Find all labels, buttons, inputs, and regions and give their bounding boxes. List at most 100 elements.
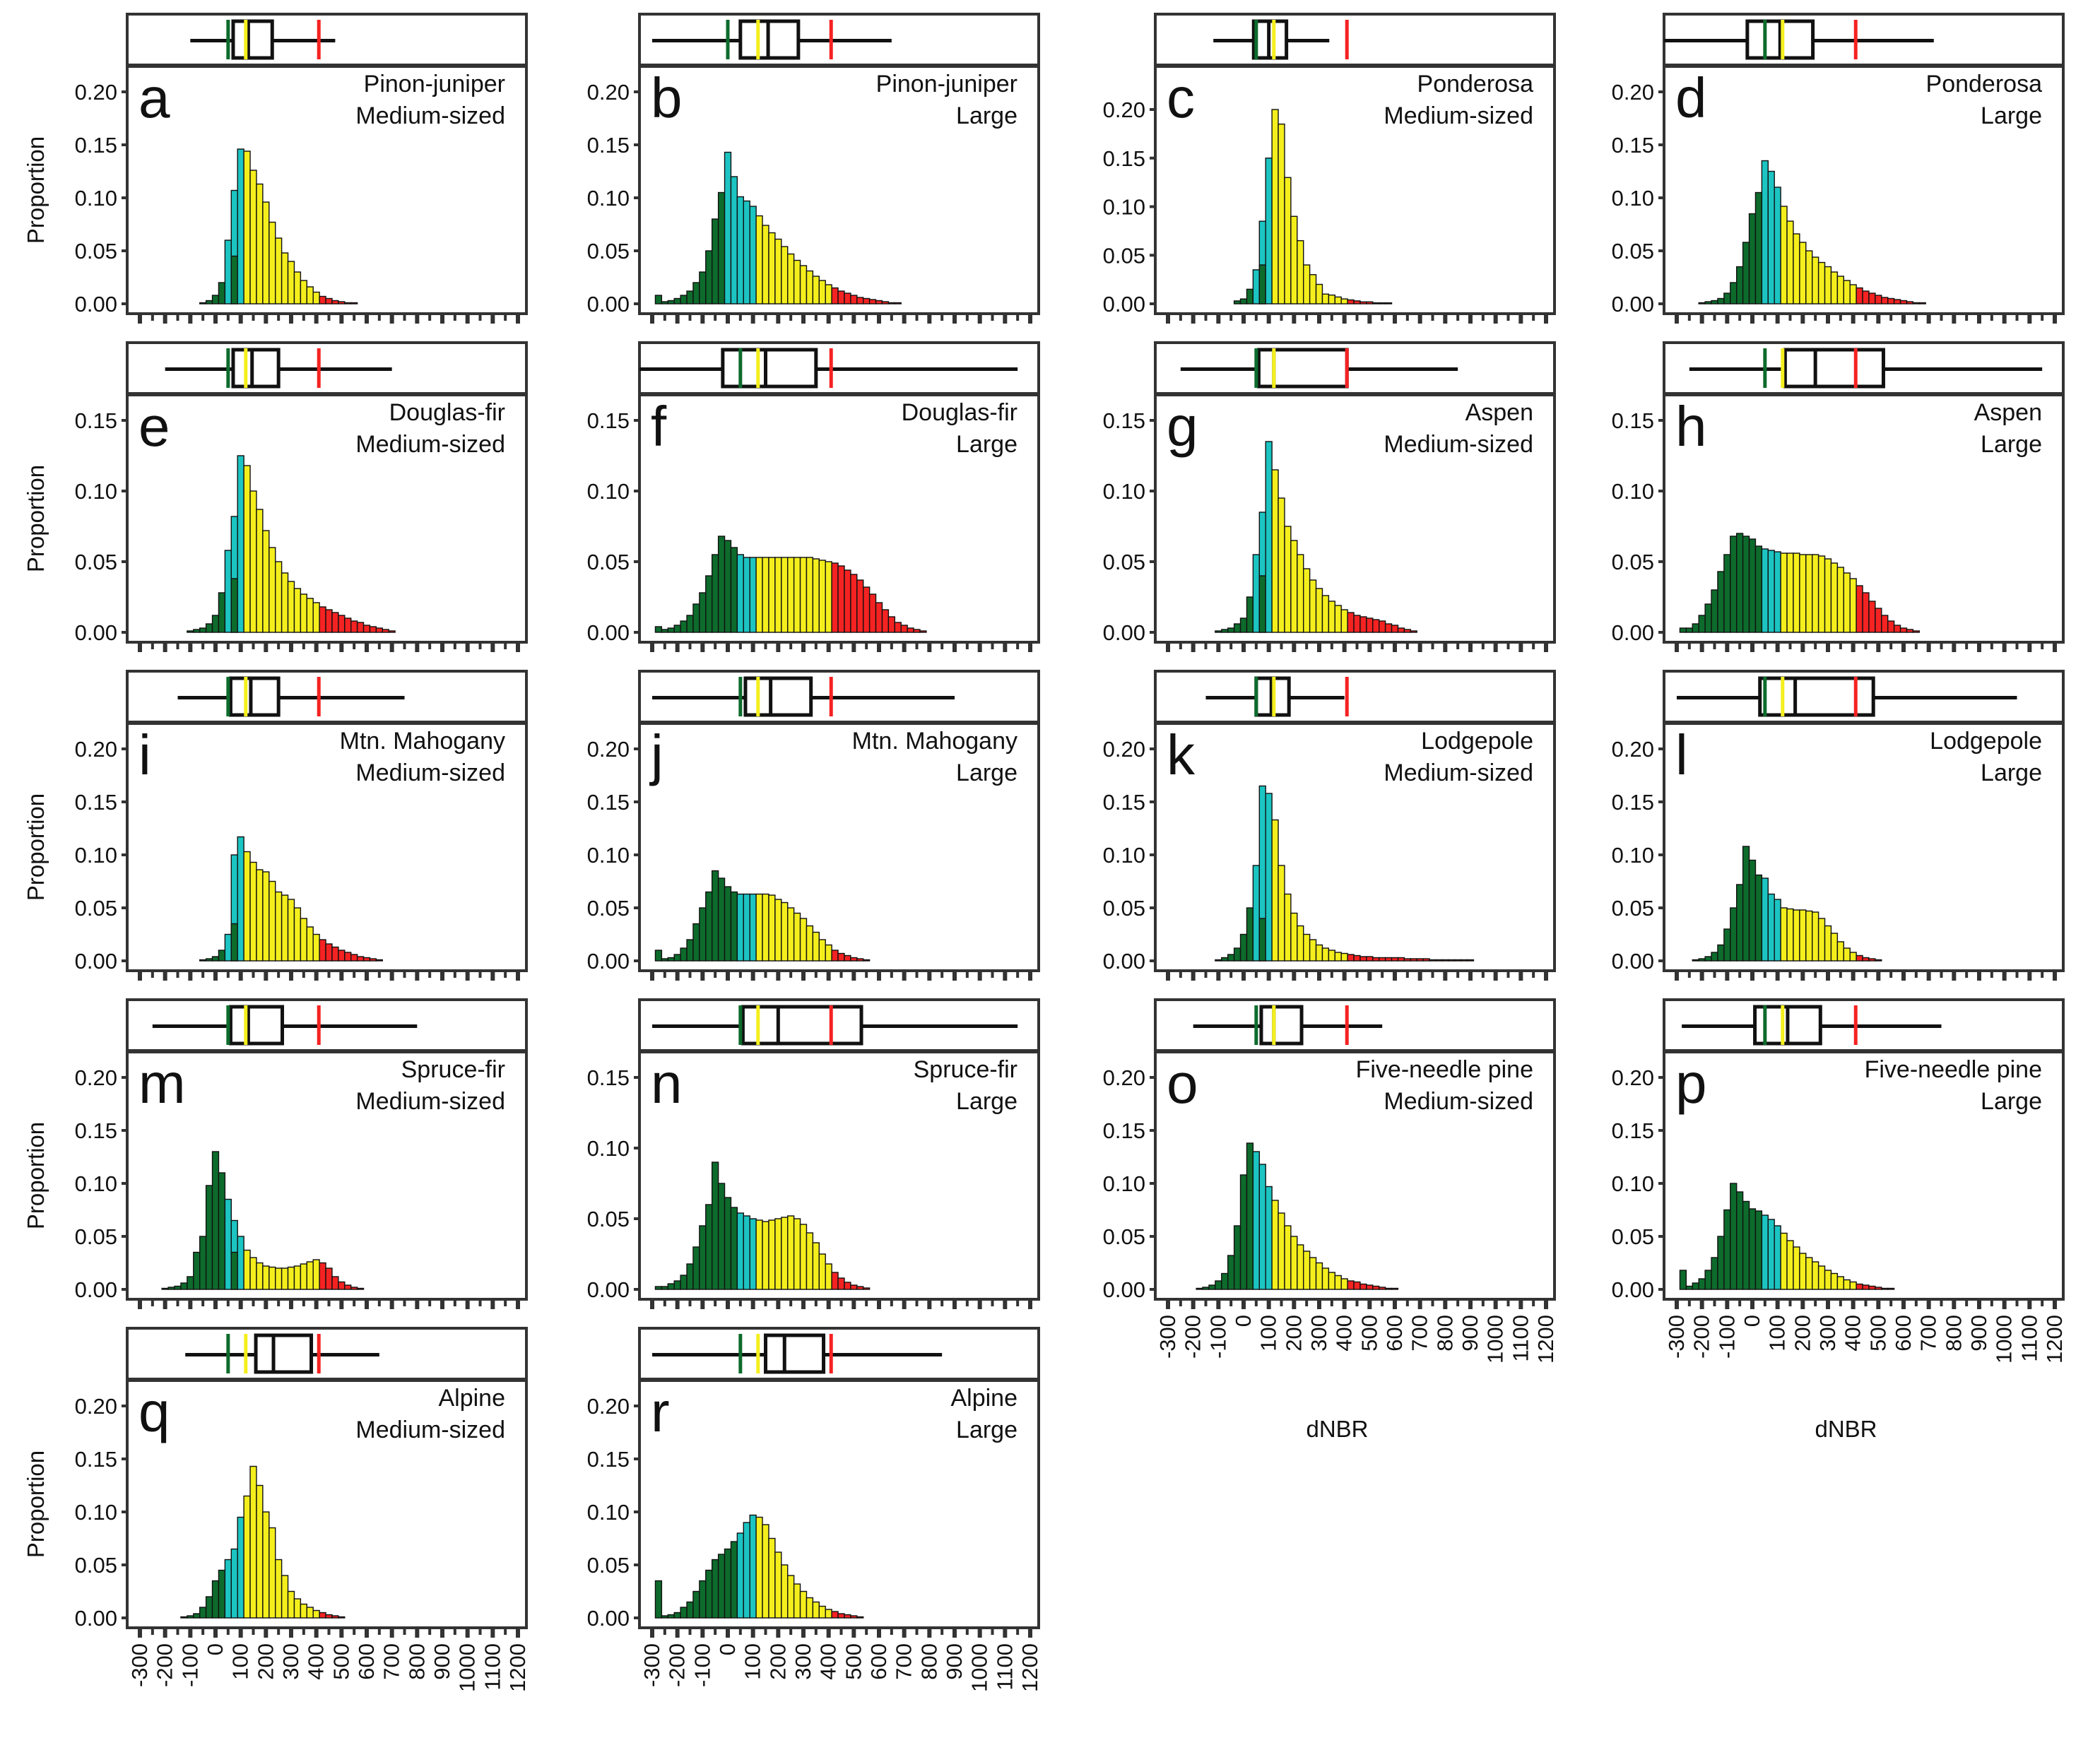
y-tick-label: 0.15 — [75, 408, 117, 433]
histogram-bar — [1252, 269, 1260, 305]
iqr-box — [764, 1333, 826, 1374]
y-tick-label: 0.10 — [587, 1500, 630, 1525]
histogram-bar — [243, 465, 251, 633]
histogram-bar — [1379, 302, 1386, 305]
histogram-bar — [1384, 623, 1393, 633]
histogram-bar — [1717, 1236, 1725, 1290]
y-tick-label: 0.00 — [1103, 1277, 1145, 1302]
panel-title-line: Douglas-fir — [902, 399, 1017, 426]
histogram-bar — [1309, 1257, 1317, 1290]
histogram-bar — [1730, 536, 1738, 633]
histogram-bar — [762, 225, 769, 305]
histogram-bar — [831, 562, 839, 633]
histogram-bar — [1353, 615, 1361, 633]
y-tick-label: 0.15 — [75, 1447, 117, 1472]
histogram-bar — [1736, 266, 1744, 305]
y-tick-label: 0.20 — [587, 80, 630, 105]
histogram-bar — [224, 933, 232, 962]
panel-letter: l — [1675, 723, 1688, 786]
histogram-bar — [1315, 944, 1323, 962]
histogram-bar — [300, 593, 307, 633]
histogram-bar — [1221, 957, 1229, 962]
x-axis-label: dNBR — [1815, 1416, 1877, 1442]
histogram-bar — [1704, 603, 1712, 633]
histogram-bar — [755, 893, 763, 962]
histogram-bar — [1391, 1287, 1399, 1290]
histogram-bar — [193, 629, 201, 633]
histogram-bar — [1692, 623, 1699, 633]
histogram-bar — [338, 301, 346, 305]
iqr-box — [231, 19, 274, 60]
x-tick-label: -200 — [665, 1643, 690, 1687]
histogram-bar — [806, 1232, 814, 1290]
histogram-bar — [306, 286, 314, 305]
y-tick-label: 0.10 — [1612, 186, 1654, 211]
histogram-bar — [1786, 220, 1794, 305]
y-tick-label: 0.05 — [587, 239, 630, 264]
histogram-bar — [1246, 288, 1254, 305]
histogram-bar — [736, 196, 744, 305]
histogram-bar — [300, 918, 307, 962]
histogram-bar — [881, 301, 890, 305]
histogram-bar — [205, 1596, 213, 1619]
y-tick-label: 0.05 — [1612, 550, 1654, 574]
histogram-bar — [818, 560, 826, 633]
y-tick-label: 0.15 — [1612, 408, 1654, 433]
histogram-bar — [1309, 274, 1317, 305]
histogram-bar — [388, 630, 396, 633]
histogram-bar — [818, 280, 826, 305]
histogram-bar — [1774, 1225, 1781, 1290]
histogram-bar — [319, 939, 326, 962]
histogram-bar — [768, 232, 776, 305]
y-tick-label: 0.05 — [75, 896, 117, 921]
histogram-bar — [1704, 1270, 1712, 1290]
panel-title-line: Five-needle pine — [1356, 1056, 1533, 1083]
histogram-bar — [654, 295, 663, 305]
histogram-bar — [1717, 571, 1725, 633]
histogram-bar — [1347, 299, 1355, 305]
histogram-bar — [667, 1283, 675, 1290]
x-tick-label: 1200 — [505, 1643, 530, 1692]
histogram-bar — [762, 1221, 769, 1290]
histogram-bar — [356, 956, 365, 962]
histogram-bar — [1742, 242, 1750, 305]
histogram-bar — [1347, 612, 1355, 633]
panel-k: 0.00 0.05 0.10 0.15 0.20 k Lodgepole Medium-siz… — [1103, 670, 1556, 981]
histogram-bar — [1303, 933, 1311, 962]
histogram-bar — [673, 625, 681, 633]
histogram-bar — [724, 151, 732, 305]
histogram-bar — [211, 615, 220, 633]
histogram-bar — [1868, 292, 1876, 305]
histogram-bar — [692, 1590, 700, 1619]
histogram-bar — [1252, 865, 1260, 962]
histogram-bar — [1347, 1280, 1355, 1290]
panel-letter: o — [1167, 1052, 1198, 1115]
histogram-bar — [743, 557, 750, 633]
histogram-bar — [673, 1612, 681, 1619]
x-tick-label: 700 — [892, 1643, 916, 1680]
histogram-bar — [1391, 625, 1399, 633]
histogram-bar — [1221, 1272, 1229, 1290]
histogram-bar — [1723, 554, 1731, 633]
histogram-bar — [1793, 909, 1800, 962]
histogram-bar — [306, 598, 314, 633]
histogram-bar — [1403, 958, 1411, 962]
histogram-bar — [1297, 554, 1304, 633]
histogram-bar — [319, 295, 326, 305]
histogram-bar — [863, 959, 871, 962]
histogram-bar — [312, 933, 320, 962]
histogram-bar — [1271, 469, 1279, 633]
y-tick-label: 0.20 — [1612, 80, 1654, 105]
histogram-bar — [325, 943, 333, 962]
histogram-bar — [749, 1218, 757, 1290]
histogram-bar — [1221, 629, 1229, 633]
y-tick-label: 0.15 — [1103, 408, 1145, 433]
panel-q: 0.00 0.05 0.10 0.15 0.20 -300 -200 -100 0 100 200 3… — [23, 1327, 530, 1692]
histogram-bar — [281, 252, 289, 305]
panel-title-line: Medium-sized — [355, 102, 505, 129]
histogram-bar — [1379, 1287, 1386, 1290]
histogram-bar — [1297, 925, 1304, 962]
histogram-bar — [1875, 1287, 1882, 1290]
histogram-bar — [680, 947, 688, 962]
histogram-bar — [1805, 910, 1813, 962]
